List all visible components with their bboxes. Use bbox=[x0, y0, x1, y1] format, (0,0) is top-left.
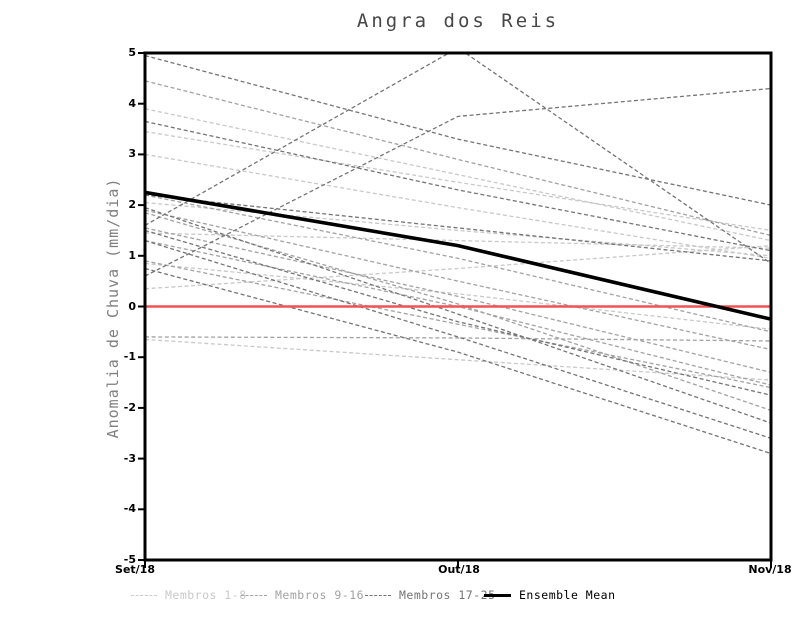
y-tick-label: 1 bbox=[128, 248, 136, 262]
y-tick-label: 0 bbox=[128, 299, 136, 313]
member-line bbox=[145, 245, 771, 290]
member-line bbox=[145, 53, 771, 264]
legend-item: Membros 9-16 bbox=[241, 588, 364, 602]
member-line bbox=[145, 232, 771, 249]
dashed-line-sample-icon bbox=[131, 594, 157, 596]
dashed-line-sample-icon bbox=[365, 594, 391, 596]
member-line bbox=[145, 153, 771, 259]
member-line bbox=[145, 336, 771, 342]
member-line bbox=[145, 194, 771, 262]
member-line bbox=[145, 227, 771, 374]
member-line bbox=[145, 209, 771, 351]
solid-line-sample-icon bbox=[484, 593, 511, 597]
member-line bbox=[145, 267, 771, 455]
dashed-line-sample-icon bbox=[241, 594, 267, 596]
legend-item: Ensemble Mean bbox=[484, 588, 616, 602]
legend-item: Membros 17-25 bbox=[365, 588, 496, 602]
member-line bbox=[145, 54, 771, 206]
x-tick-label: Out/18 bbox=[438, 563, 480, 576]
member-line bbox=[145, 130, 771, 232]
legend-item: Membros 1-8 bbox=[131, 588, 247, 602]
y-tick-label: -2 bbox=[123, 400, 136, 414]
y-tick-label: 4 bbox=[128, 96, 136, 110]
member-line bbox=[145, 262, 771, 330]
member-line bbox=[145, 194, 771, 333]
legend-label: Membros 1-8 bbox=[165, 588, 247, 602]
legend-label: Membros 9-16 bbox=[275, 588, 365, 602]
member-line bbox=[145, 207, 771, 424]
chart-title: Angra dos Reis bbox=[356, 10, 560, 32]
legend-label: Membros 17-25 bbox=[399, 588, 496, 602]
y-tick-label: -4 bbox=[123, 502, 136, 516]
member-line bbox=[145, 87, 771, 277]
y-tick-label: 2 bbox=[128, 198, 136, 212]
member-line bbox=[145, 338, 771, 381]
ensemble-mean-line bbox=[145, 190, 771, 321]
member-line bbox=[145, 201, 771, 257]
member-line bbox=[145, 212, 771, 412]
legend-label: Ensemble Mean bbox=[519, 588, 616, 602]
member-line bbox=[145, 239, 771, 386]
member-line bbox=[145, 229, 771, 396]
y-tick-label: 5 bbox=[128, 46, 136, 59]
member-line bbox=[145, 108, 771, 242]
x-tick-label: Nov/18 bbox=[748, 563, 792, 576]
member-line bbox=[145, 239, 771, 439]
y-tick-label: 3 bbox=[128, 147, 136, 161]
member-line bbox=[145, 120, 771, 252]
y-tick-label: -1 bbox=[123, 350, 136, 364]
member-line bbox=[145, 260, 771, 389]
y-tick-label: -5 bbox=[123, 553, 136, 566]
y-tick-label: -3 bbox=[123, 451, 136, 465]
x-tick-label: Set/18 bbox=[115, 563, 155, 576]
member-line bbox=[145, 80, 771, 237]
